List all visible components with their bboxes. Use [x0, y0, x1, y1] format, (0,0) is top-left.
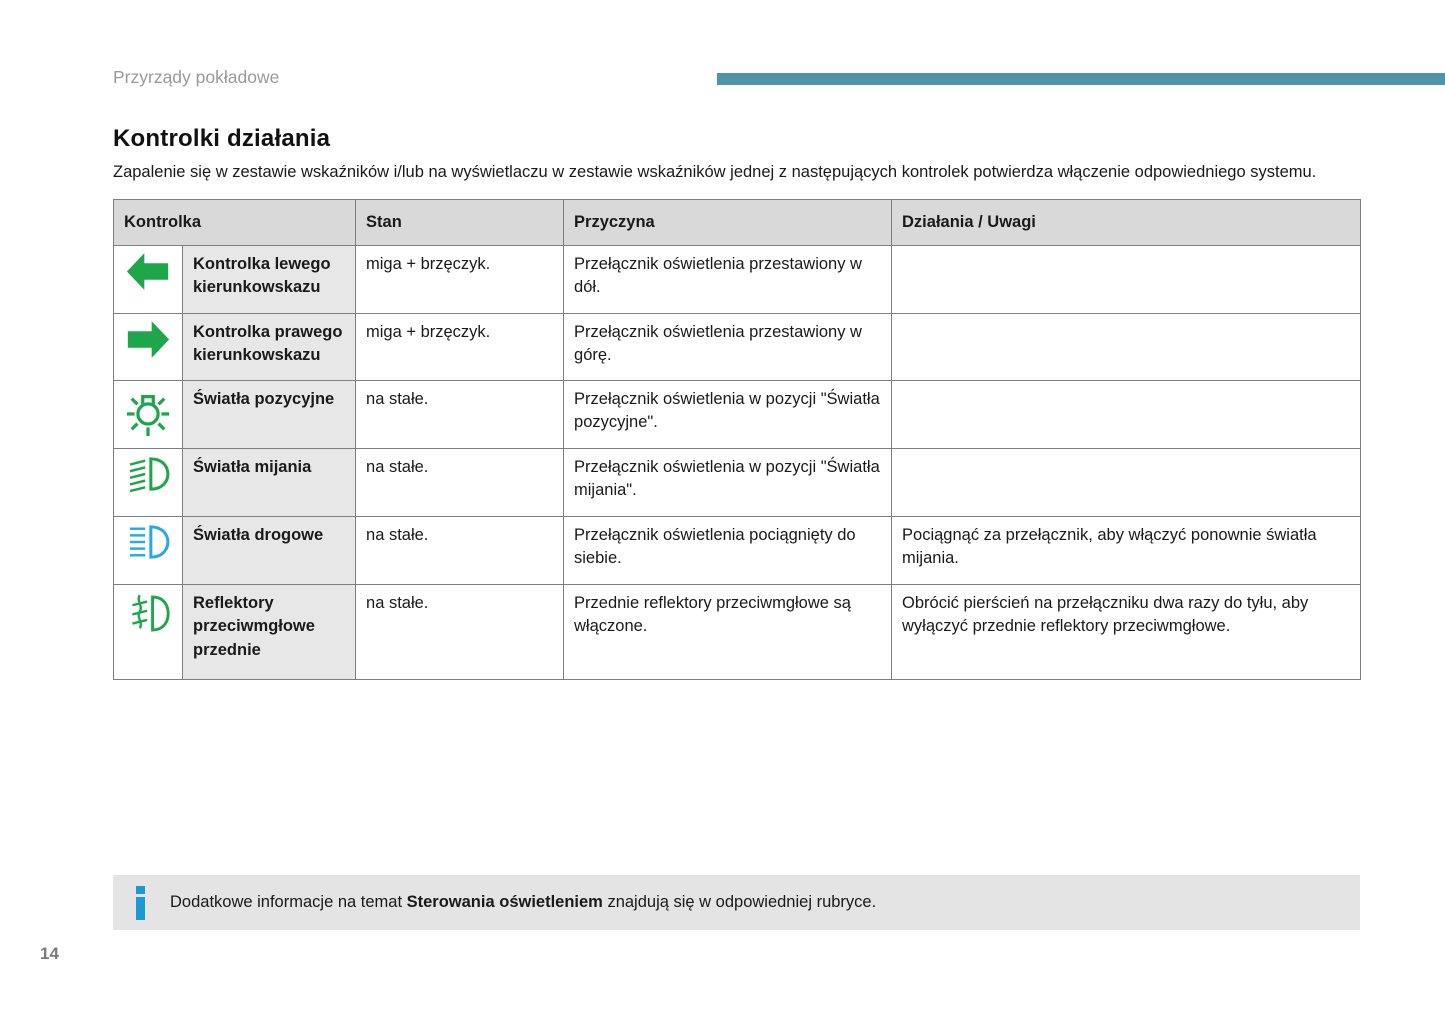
- table-row: Światła mijania na stałe. Przełącznik oś…: [113, 448, 1362, 517]
- front-fog-lights-icon: [124, 592, 172, 635]
- cell-dzialania: Obrócić pierścień na przełączniku dwa ra…: [891, 584, 1362, 680]
- column-header-dzialania: Działania / Uwagi: [891, 199, 1362, 246]
- column-header-przyczyna: Przyczyna: [563, 199, 893, 246]
- table-row: Kontrolka lewego kierunkowskazu miga + b…: [113, 245, 1362, 314]
- indicator-icon-cell: [113, 448, 183, 517]
- note-text-suffix: znajdują się w odpowiedniej rubryce.: [602, 893, 877, 911]
- cell-stan: na stałe.: [355, 584, 565, 680]
- cell-dzialania: [891, 380, 1362, 449]
- section-title: Kontrolki działania: [113, 125, 331, 152]
- table-row: Światła pozycyjne na stałe. Przełącznik …: [113, 380, 1362, 449]
- low-beam-icon: [124, 456, 172, 492]
- cell-przyczyna: Przełącznik oświetlenia w pozycji "Świat…: [563, 448, 893, 517]
- cell-stan: na stałe.: [355, 516, 565, 585]
- cell-dzialania: [891, 313, 1362, 381]
- cell-przyczyna: Przełącznik oświetlenia przestawiony w d…: [563, 245, 893, 314]
- column-header-kontrolka: Kontrolka: [112, 199, 357, 246]
- left-turn-indicator-icon: [124, 253, 172, 290]
- indicator-label: Światła drogowe: [181, 516, 357, 585]
- intro-paragraph: Zapalenie się w zestawie wskaźników i/lu…: [113, 163, 1317, 181]
- cell-przyczyna: Przednie reflektory przeciwmgłowe są włą…: [563, 584, 893, 680]
- note-text-bold: Sterowania oświetleniem: [406, 893, 603, 911]
- cell-przyczyna: Przełącznik oświetlenia w pozycji "Świat…: [563, 380, 893, 449]
- cell-stan: na stałe.: [355, 448, 565, 517]
- cell-stan: miga + brzęczyk.: [355, 245, 565, 314]
- cell-przyczyna: Przełącznik oświetlenia przestawiony w g…: [563, 313, 893, 381]
- column-header-stan: Stan: [355, 199, 565, 246]
- table-row: Reflektory przeciwmgłowe przednie na sta…: [113, 584, 1362, 680]
- info-icon: [134, 885, 147, 920]
- indicator-label: Światła pozycyjne: [181, 380, 357, 449]
- table-row: Światła drogowe na stałe. Przełącznik oś…: [113, 516, 1362, 585]
- indicator-icon-cell: [113, 380, 183, 449]
- high-beam-icon: [124, 524, 172, 560]
- cell-dzialania: [891, 448, 1362, 517]
- indicator-label: Kontrolka lewego kierunkowskazu: [181, 245, 357, 314]
- indicator-table: Kontrolka Stan Przyczyna Działania / Uwa…: [112, 199, 1362, 680]
- indicator-label: Reflektory przeciwmgłowe przednie: [181, 584, 357, 680]
- page-number: 14: [40, 944, 59, 963]
- indicator-icon-cell: [113, 245, 183, 314]
- indicator-icon-cell: [113, 584, 183, 680]
- page-header-title: Przyrządy pokładowe: [113, 67, 280, 87]
- table-header-row: Kontrolka Stan Przyczyna Działania / Uwa…: [112, 199, 1362, 246]
- indicator-icon-cell: [113, 516, 183, 585]
- right-turn-indicator-icon: [124, 321, 172, 358]
- position-lights-icon: [124, 388, 172, 438]
- note-text: Dodatkowe informacje na temat Sterowania…: [170, 893, 876, 912]
- table-row: Kontrolka prawego kierunkowskazu miga + …: [113, 313, 1362, 381]
- accent-bar: [717, 73, 1445, 85]
- note-text-prefix: Dodatkowe informacje na temat: [170, 893, 407, 911]
- indicator-icon-cell: [113, 313, 183, 381]
- cell-przyczyna: Przełącznik oświetlenia pociągnięty do s…: [563, 516, 893, 585]
- cell-dzialania: [891, 245, 1362, 314]
- indicator-label: Światła mijania: [181, 448, 357, 517]
- cell-stan: miga + brzęczyk.: [355, 313, 565, 381]
- cell-dzialania: Pociągnąć za przełącznik, aby włączyć po…: [891, 516, 1362, 585]
- info-note-bar: Dodatkowe informacje na temat Sterowania…: [113, 875, 1360, 930]
- cell-stan: na stałe.: [355, 380, 565, 449]
- indicator-label: Kontrolka prawego kierunkowskazu: [181, 313, 357, 381]
